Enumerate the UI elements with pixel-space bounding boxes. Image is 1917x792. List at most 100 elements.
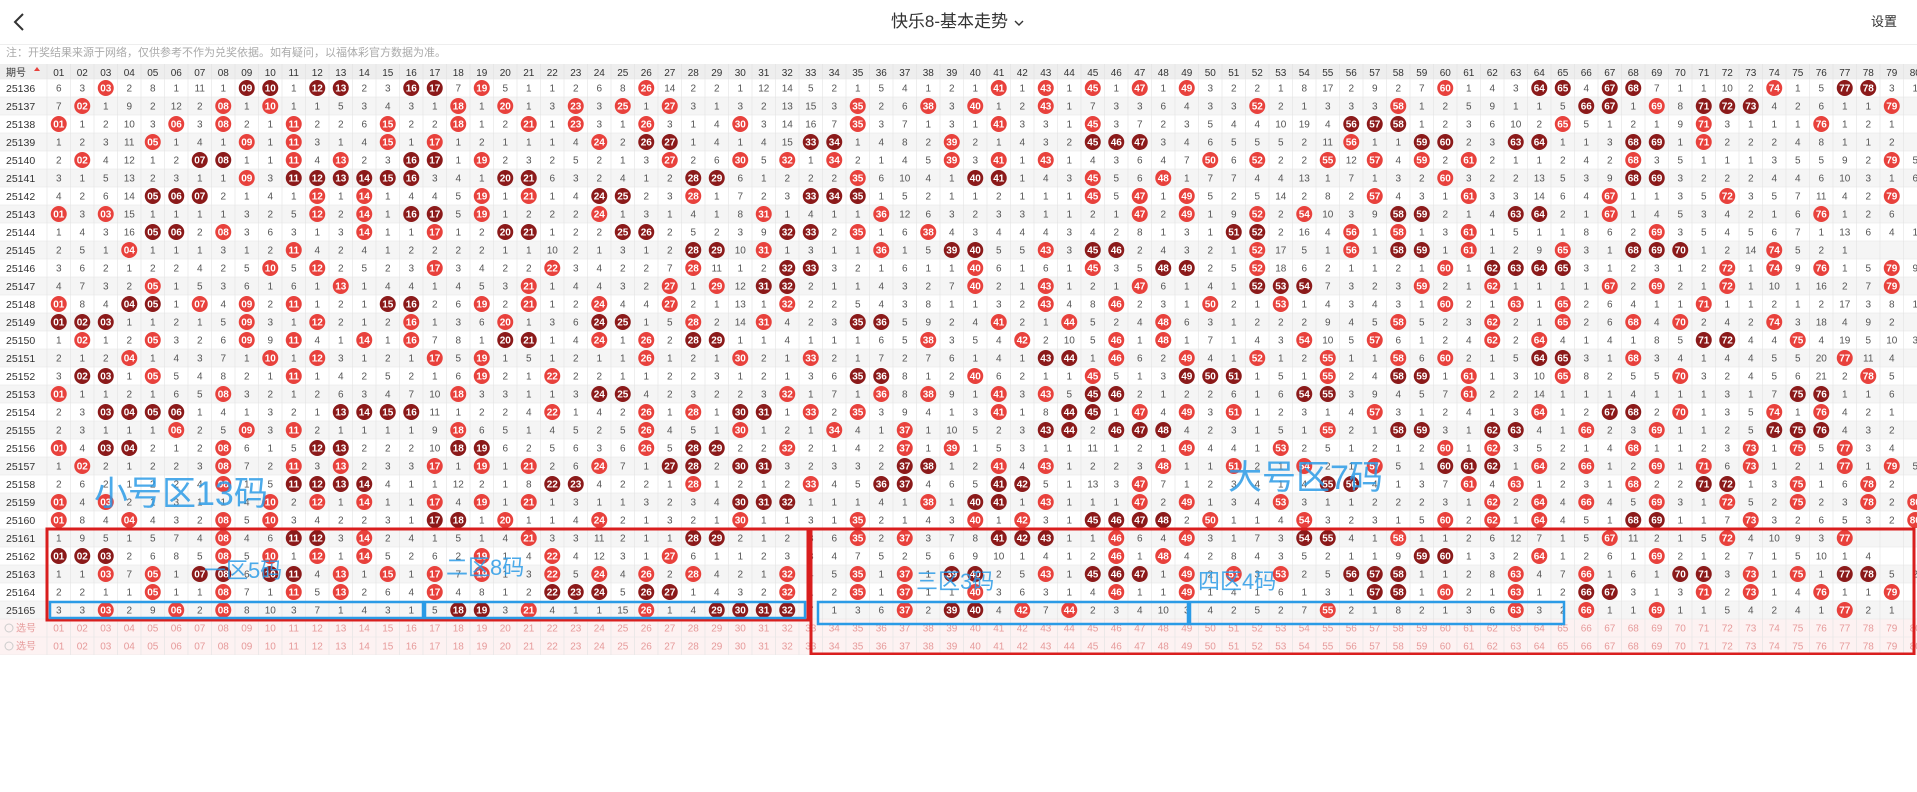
select-number-button[interactable]: 55 xyxy=(1322,642,1334,653)
select-number-button[interactable]: 44 xyxy=(1064,642,1076,653)
select-number-button[interactable]: 25 xyxy=(617,642,629,653)
select-number-button[interactable]: 20 xyxy=(500,624,512,635)
select-number-button[interactable]: 67 xyxy=(1604,642,1616,653)
select-number-button[interactable]: 17 xyxy=(429,642,441,653)
select-number-button[interactable]: 06 xyxy=(171,642,183,653)
select-number-button[interactable]: 09 xyxy=(241,642,253,653)
select-number-button[interactable]: 02 xyxy=(77,642,89,653)
select-number-button[interactable]: 01 xyxy=(53,624,65,635)
select-number-button[interactable]: 12 xyxy=(312,624,324,635)
select-number-button[interactable]: 75 xyxy=(1792,642,1804,653)
select-number-button[interactable]: 05 xyxy=(147,624,159,635)
select-number-button[interactable]: 78 xyxy=(1863,624,1875,635)
select-number-button[interactable]: 69 xyxy=(1651,624,1663,635)
select-number-button[interactable]: 12 xyxy=(312,642,324,653)
select-number-button[interactable]: 29 xyxy=(711,624,723,635)
select-number-button[interactable]: 70 xyxy=(1675,624,1687,635)
select-number-button[interactable]: 75 xyxy=(1792,624,1804,635)
select-number-button[interactable]: 73 xyxy=(1745,642,1757,653)
select-number-button[interactable]: 70 xyxy=(1675,642,1687,653)
select-number-button[interactable]: 10 xyxy=(265,624,277,635)
select-number-button[interactable]: 47 xyxy=(1134,642,1146,653)
select-number-button[interactable]: 24 xyxy=(594,642,606,653)
select-number-button[interactable]: 65 xyxy=(1557,642,1569,653)
select-number-button[interactable]: 31 xyxy=(758,624,770,635)
select-number-button[interactable]: 48 xyxy=(1158,642,1170,653)
select-number-button[interactable]: 13 xyxy=(335,624,347,635)
select-number-button[interactable]: 09 xyxy=(241,624,253,635)
select-number-button[interactable]: 04 xyxy=(124,642,136,653)
select-number-button[interactable]: 10 xyxy=(265,642,277,653)
select-number-button[interactable]: 52 xyxy=(1252,642,1264,653)
select-number-button[interactable]: 27 xyxy=(664,624,676,635)
select-number-button[interactable]: 67 xyxy=(1604,624,1616,635)
select-number-button[interactable]: 18 xyxy=(453,624,465,635)
select-number-button[interactable]: 07 xyxy=(194,642,206,653)
select-number-button[interactable]: 14 xyxy=(359,624,371,635)
select-number-button[interactable]: 25 xyxy=(617,624,629,635)
select-number-button[interactable]: 40 xyxy=(970,642,982,653)
select-number-button[interactable]: 23 xyxy=(570,642,582,653)
select-number-button[interactable]: 08 xyxy=(218,624,230,635)
select-number-button[interactable]: 69 xyxy=(1651,642,1663,653)
select-number-button[interactable]: 36 xyxy=(876,642,888,653)
select-number-button[interactable]: 17 xyxy=(429,624,441,635)
select-number-button[interactable]: 66 xyxy=(1581,642,1593,653)
select-number-button[interactable]: 73 xyxy=(1745,624,1757,635)
select-number-button[interactable]: 64 xyxy=(1534,642,1546,653)
select-number-button[interactable]: 50 xyxy=(1205,642,1217,653)
select-number-button[interactable]: 58 xyxy=(1393,642,1405,653)
select-number-button[interactable]: 74 xyxy=(1769,624,1781,635)
select-number-button[interactable]: 05 xyxy=(147,642,159,653)
select-number-button[interactable]: 02 xyxy=(77,624,89,635)
select-number-button[interactable]: 18 xyxy=(453,642,465,653)
select-number-button[interactable]: 26 xyxy=(641,624,653,635)
select-number-button[interactable]: 32 xyxy=(782,624,794,635)
select-number-button[interactable]: 08 xyxy=(218,642,230,653)
select-number-button[interactable]: 28 xyxy=(688,624,700,635)
select-number-button[interactable]: 43 xyxy=(1040,642,1052,653)
select-number-button[interactable]: 66 xyxy=(1581,624,1593,635)
select-number-button[interactable]: 72 xyxy=(1722,642,1734,653)
sort-arrow-icon[interactable] xyxy=(34,67,40,71)
select-number-button[interactable]: 77 xyxy=(1839,624,1851,635)
select-number-button[interactable]: 62 xyxy=(1487,642,1499,653)
select-number-button[interactable]: 13 xyxy=(335,642,347,653)
select-number-button[interactable]: 42 xyxy=(1017,642,1029,653)
select-number-button[interactable]: 76 xyxy=(1816,624,1828,635)
select-number-button[interactable]: 03 xyxy=(100,642,112,653)
select-number-button[interactable]: 20 xyxy=(500,642,512,653)
select-number-button[interactable]: 21 xyxy=(523,624,535,635)
select-number-button[interactable]: 61 xyxy=(1463,642,1475,653)
select-number-button[interactable]: 37 xyxy=(899,642,911,653)
select-number-button[interactable]: 51 xyxy=(1228,642,1240,653)
select-number-button[interactable]: 56 xyxy=(1346,642,1358,653)
select-number-button[interactable]: 15 xyxy=(382,624,394,635)
select-number-button[interactable]: 46 xyxy=(1111,642,1123,653)
settings-button[interactable]: 设置 xyxy=(1871,0,1897,44)
select-number-button[interactable]: 16 xyxy=(406,642,418,653)
select-number-button[interactable]: 74 xyxy=(1769,642,1781,653)
select-number-button[interactable]: 28 xyxy=(688,642,700,653)
select-number-button[interactable]: 19 xyxy=(476,624,488,635)
select-number-button[interactable]: 29 xyxy=(711,642,723,653)
select-number-button[interactable]: 16 xyxy=(406,624,418,635)
select-number-button[interactable]: 38 xyxy=(923,642,935,653)
select-number-button[interactable]: 22 xyxy=(547,642,559,653)
select-number-button[interactable]: 72 xyxy=(1722,624,1734,635)
select-number-button[interactable]: 15 xyxy=(382,642,394,653)
select-number-button[interactable]: 21 xyxy=(523,642,535,653)
select-number-button[interactable]: 76 xyxy=(1816,642,1828,653)
select-number-button[interactable]: 26 xyxy=(641,642,653,653)
select-number-button[interactable]: 68 xyxy=(1628,624,1640,635)
select-number-button[interactable]: 07 xyxy=(194,624,206,635)
select-number-button[interactable]: 14 xyxy=(359,642,371,653)
select-number-button[interactable]: 54 xyxy=(1299,642,1311,653)
select-number-button[interactable]: 23 xyxy=(570,624,582,635)
period-header[interactable]: 期号 xyxy=(6,67,26,79)
back-arrow-icon[interactable] xyxy=(8,10,32,34)
select-number-button[interactable]: 03 xyxy=(100,624,112,635)
select-number-button[interactable]: 35 xyxy=(852,642,864,653)
select-number-button[interactable]: 45 xyxy=(1087,642,1099,653)
select-number-button[interactable]: 27 xyxy=(664,642,676,653)
